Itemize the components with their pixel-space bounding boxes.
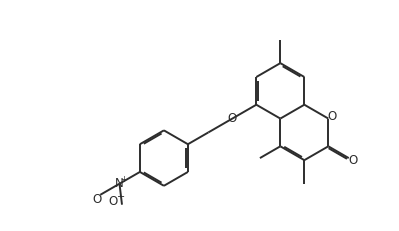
- Text: O: O: [227, 112, 237, 125]
- Text: N: N: [115, 177, 124, 190]
- Text: O: O: [327, 110, 336, 123]
- Text: +: +: [120, 175, 127, 184]
- Text: O: O: [108, 195, 117, 208]
- Text: O: O: [349, 154, 358, 167]
- Text: O: O: [93, 193, 102, 206]
- Text: −: −: [117, 192, 125, 202]
